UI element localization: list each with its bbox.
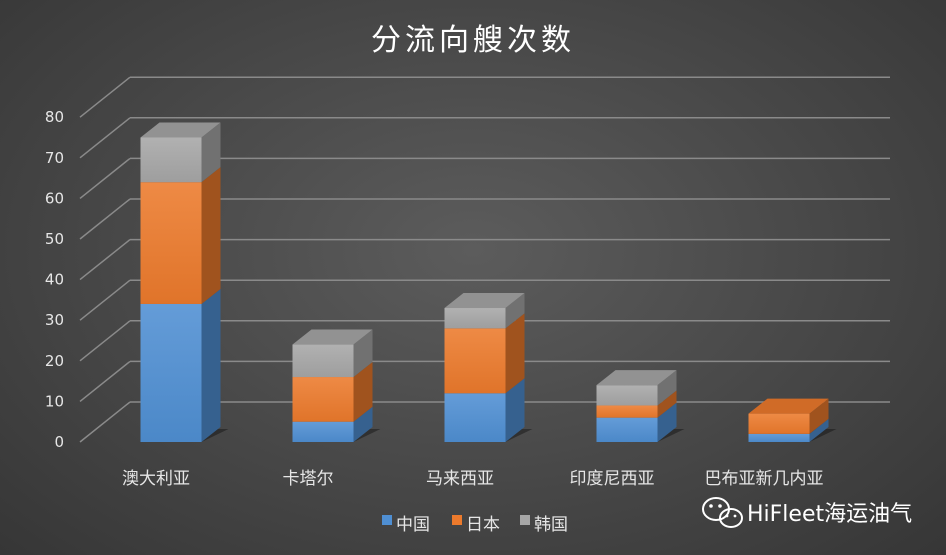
gridline-depth: [79, 117, 131, 159]
bar-segment-韩国: [596, 385, 658, 406]
bar-segment-中国: [748, 433, 810, 442]
legend-item: 韩国: [520, 515, 568, 535]
y-tick-label: 10: [45, 392, 64, 410]
y-tick-label: 80: [45, 108, 64, 126]
bar-segment-韩国: [140, 137, 202, 183]
bar-segment-日本: [444, 328, 506, 394]
watermark-text: HiFleet海运油气: [747, 502, 912, 527]
bar-stack: [748, 398, 837, 442]
gridline-depth: [79, 360, 131, 402]
legend-swatch: [382, 515, 392, 525]
chart-title: 分流向艘次数: [371, 23, 575, 58]
gridline-depth: [79, 279, 131, 321]
bar-side-中国: [201, 288, 221, 442]
bar-side-中国: [809, 418, 829, 442]
bar-side-中国: [657, 402, 677, 442]
y-tick-label: 0: [54, 433, 64, 451]
bar-segment-日本: [596, 405, 658, 418]
bar-side-韩国: [353, 329, 373, 378]
gridline-depth: [79, 76, 131, 118]
bar-segment-日本: [292, 377, 354, 422]
category-label: 卡塔尔: [283, 469, 334, 489]
category-label: 印度尼西亚: [570, 469, 655, 489]
legend-item: 日本: [452, 515, 500, 535]
bar-top: [140, 122, 221, 138]
category-label: 巴布亚新几内亚: [705, 469, 824, 489]
wechat-icon: [702, 497, 743, 528]
category-label: 澳大利亚: [122, 469, 190, 489]
bar-stack: [596, 370, 685, 442]
bar-segment-中国: [444, 393, 506, 442]
bar-stack: [444, 293, 533, 442]
bar-segment-中国: [140, 303, 202, 442]
bar-segment-中国: [292, 421, 354, 442]
bar-side-日本: [353, 362, 373, 422]
legend-label: 中国: [396, 515, 430, 535]
y-axis-ticks: 0 10 20 30 40 50 60 70 80: [45, 108, 64, 451]
bar-side-日本: [505, 313, 525, 394]
bar-side-日本: [809, 398, 829, 434]
legend-item: 中国: [382, 515, 430, 535]
bar-segment-日本: [748, 413, 810, 434]
bar-stack: [292, 329, 381, 442]
legend-label: 日本: [466, 515, 500, 535]
legend-swatch: [520, 515, 530, 525]
bar-segment-韩国: [292, 344, 354, 378]
bar-side-中国: [353, 406, 373, 442]
bar-top: [292, 329, 373, 345]
bar-segment-中国: [596, 417, 658, 442]
bar-top: [596, 370, 677, 386]
bar-side-韩国: [505, 293, 525, 329]
category-label: 马来西亚: [426, 469, 494, 489]
gridline-depth: [79, 320, 131, 362]
legend: 中国 日本 韩国: [382, 515, 568, 535]
bar-side-韩国: [201, 122, 221, 183]
bar-side-日本: [657, 390, 677, 418]
y-tick-label: 70: [45, 149, 64, 167]
legend-label: 韩国: [534, 515, 568, 535]
y-tick-label: 30: [45, 311, 64, 329]
y-tick-label: 60: [45, 189, 64, 207]
bar-top: [444, 293, 525, 309]
bar-segment-日本: [140, 182, 202, 304]
y-tick-label: 50: [45, 230, 64, 248]
bar-top: [748, 398, 829, 414]
gridline-depth: [79, 239, 131, 281]
y-tick-label: 40: [45, 271, 64, 289]
gridline-depth: [79, 198, 131, 240]
gridline-depth: [79, 401, 131, 443]
y-tick-label: 20: [45, 352, 64, 370]
bar-side-韩国: [657, 370, 677, 406]
legend-swatch: [452, 515, 462, 525]
gridline-depth: [79, 157, 131, 199]
bar-side-中国: [505, 378, 525, 442]
watermark: HiFleet海运油气: [702, 497, 912, 528]
bar-side-日本: [201, 167, 221, 304]
bar-stack: [140, 122, 229, 442]
category-labels: 澳大利亚 卡塔尔 马来西亚 印度尼西亚 巴布亚新几内亚: [122, 469, 824, 489]
bars: [140, 122, 837, 442]
bar-segment-韩国: [444, 308, 506, 329]
